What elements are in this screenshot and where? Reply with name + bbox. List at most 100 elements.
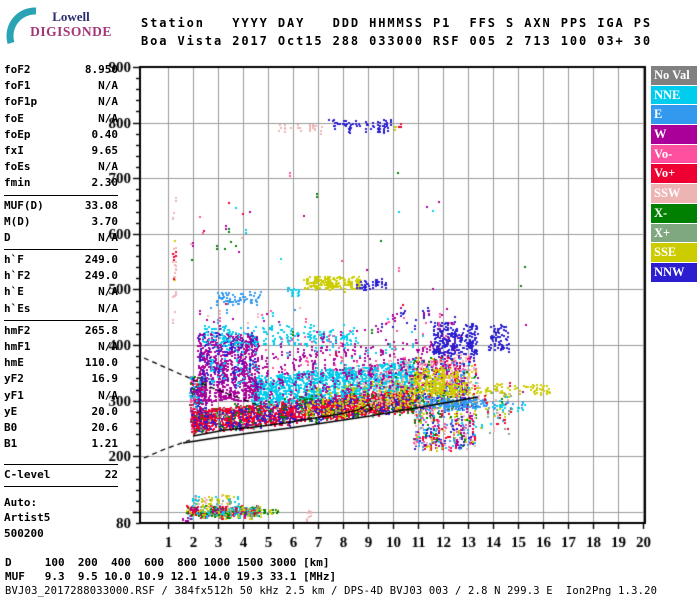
param-value: 110.0 [84,356,118,370]
param-value: N/A [98,301,118,315]
param-value: N/A [98,388,118,402]
param-label: h`E [4,285,24,299]
param-label: hmE [4,356,24,370]
param-value: 249.0 [84,269,118,283]
legend-item-x: X- [651,203,697,223]
param-label: yF1 [4,388,24,402]
autoscaling-block: Auto: Artist5 500200 [4,495,118,542]
param-row: fmin 2.30 [4,175,118,191]
param-row: foE N/A [4,111,118,127]
param-value: N/A [98,230,118,244]
param-label: h`Es [4,301,31,315]
param-group: foF2 8.950 foF1 N/A foF1p N/A foE N/A foEp 0.40 fx… [4,60,118,195]
param-row: foEp 0.40 [4,127,118,143]
param-row: yE 20.0 [4,404,118,420]
legend-item-nnw: NNW [651,262,697,282]
param-row: C-level 22 [4,467,118,483]
param-label: yE [4,404,18,418]
param-label: M(D) [4,214,31,228]
legend-item-ssw: SSW [651,184,697,203]
param-value: N/A [98,95,118,109]
param-label: fmin [4,176,31,190]
auto-line: 500200 [4,526,44,540]
param-row: M(D) 3.70 [4,214,118,230]
param-row: h`Es N/A [4,301,118,317]
param-row: B1 1.21 [4,436,118,452]
param-value: 3.70 [91,214,119,228]
param-row: B0 20.6 [4,420,118,436]
param-value: 1.21 [91,437,119,451]
param-value: 2.30 [91,176,119,190]
param-row: foF1p N/A [4,94,118,110]
param-label: fxI [4,143,24,157]
legend-item-e: E [651,105,697,125]
param-row: foEs N/A [4,159,118,175]
param-label: h`F2 [4,269,31,283]
param-value: N/A [98,340,118,353]
c-level-block: C-level 22 [4,464,118,487]
param-label: D [4,230,11,244]
legend-item-nne: NNE [651,85,697,105]
legend-item-vo: Vo- [651,144,697,164]
header-field-names-row: Station YYYY DAY DDD HHMMSS P1 FFS S AXN… [141,16,652,30]
param-value: 33.08 [84,198,118,212]
auto-line: Artist5 [4,511,51,524]
param-row: D N/A [4,230,118,246]
logo-digisonde-text: DIGISONDE [30,24,112,39]
auto-line: Auto: [4,495,38,509]
param-value: 9.65 [91,143,119,157]
param-row: hmF2 265.8 [4,323,118,339]
param-row: yF1 N/A [4,388,118,404]
param-label: hmF2 [4,323,31,337]
param-group: hmF2 265.8 hmF1 N/A hmE 110.0 yF2 16.9 yF1 N/A yE 2… [4,319,118,456]
param-label: hmF1 [4,340,31,353]
legend-item-w: W [651,125,697,144]
param-row: h`F 249.0 [4,252,118,268]
logo-arc-icon [6,7,37,44]
param-label: foEs [4,160,31,174]
param-label: MUF(D) [4,198,44,212]
param-label: C-level [4,468,51,482]
param-value: 20.6 [91,420,119,434]
param-label: foE [4,111,24,125]
distance-row: D 100 200 400 600 800 1000 1500 3000 [km… [5,556,330,569]
legend-item-noval: No Val [651,66,697,85]
param-row: fxI 9.65 [4,143,118,159]
param-value: N/A [98,160,118,174]
param-value: 20.0 [91,404,119,418]
legend-item-sse: SSE [651,243,697,262]
param-label: foF2 [4,63,31,76]
status-line: BVJ03_2017288033000.RSF / 384fx512h 50 k… [5,585,658,597]
param-value: 16.9 [91,372,119,386]
param-label: yF2 [4,372,24,386]
param-value: N/A [98,111,118,125]
param-group: h`F 249.0 h`F2 249.0 h`E N/A h`Es N/A [4,249,118,320]
param-row: foF2 8.950 [4,62,118,78]
lowell-digisonde-logo: Lowell DIGISONDE [6,6,116,50]
param-row: hmE 110.0 [4,355,118,371]
param-label: h`F [4,253,24,267]
param-row: h`F2 249.0 [4,268,118,284]
param-value: 8.950 [84,63,118,76]
param-label: B0 [4,420,18,434]
legend-item-vo: Vo+ [651,164,697,184]
param-label: foF1p [4,95,38,109]
param-value: 0.40 [91,127,119,141]
param-row: yF2 16.9 [4,371,118,387]
param-row: hmF1 N/A [4,339,118,355]
param-group: MUF(D) 33.08 M(D) 3.70 D N/A [4,194,118,250]
param-value: N/A [98,79,118,93]
param-value: N/A [98,285,118,299]
param-row: MUF(D) 33.08 [4,198,118,214]
logo-lowell-text: Lowell [52,9,90,24]
echo-direction-legend: No Val NNE E W Vo- Vo+ SSW X- X+ SSE NNW [651,66,697,283]
param-label: foF1 [4,79,31,93]
param-value: 22 [104,468,118,482]
param-label: foEp [4,127,31,141]
param-row: h`E N/A [4,284,118,300]
muf-row: MUF 9.3 9.5 10.0 10.9 12.1 14.0 19.3 33.… [5,570,337,583]
param-value: 265.8 [84,323,118,337]
scaled-parameters-panel: foF2 8.950 foF1 N/A foF1p N/A foE N/A foEp 0.40 fx… [4,60,118,541]
header-field-values-row: Boa Vista 2017 Oct15 288 033000 RSF 005 … [141,34,652,48]
